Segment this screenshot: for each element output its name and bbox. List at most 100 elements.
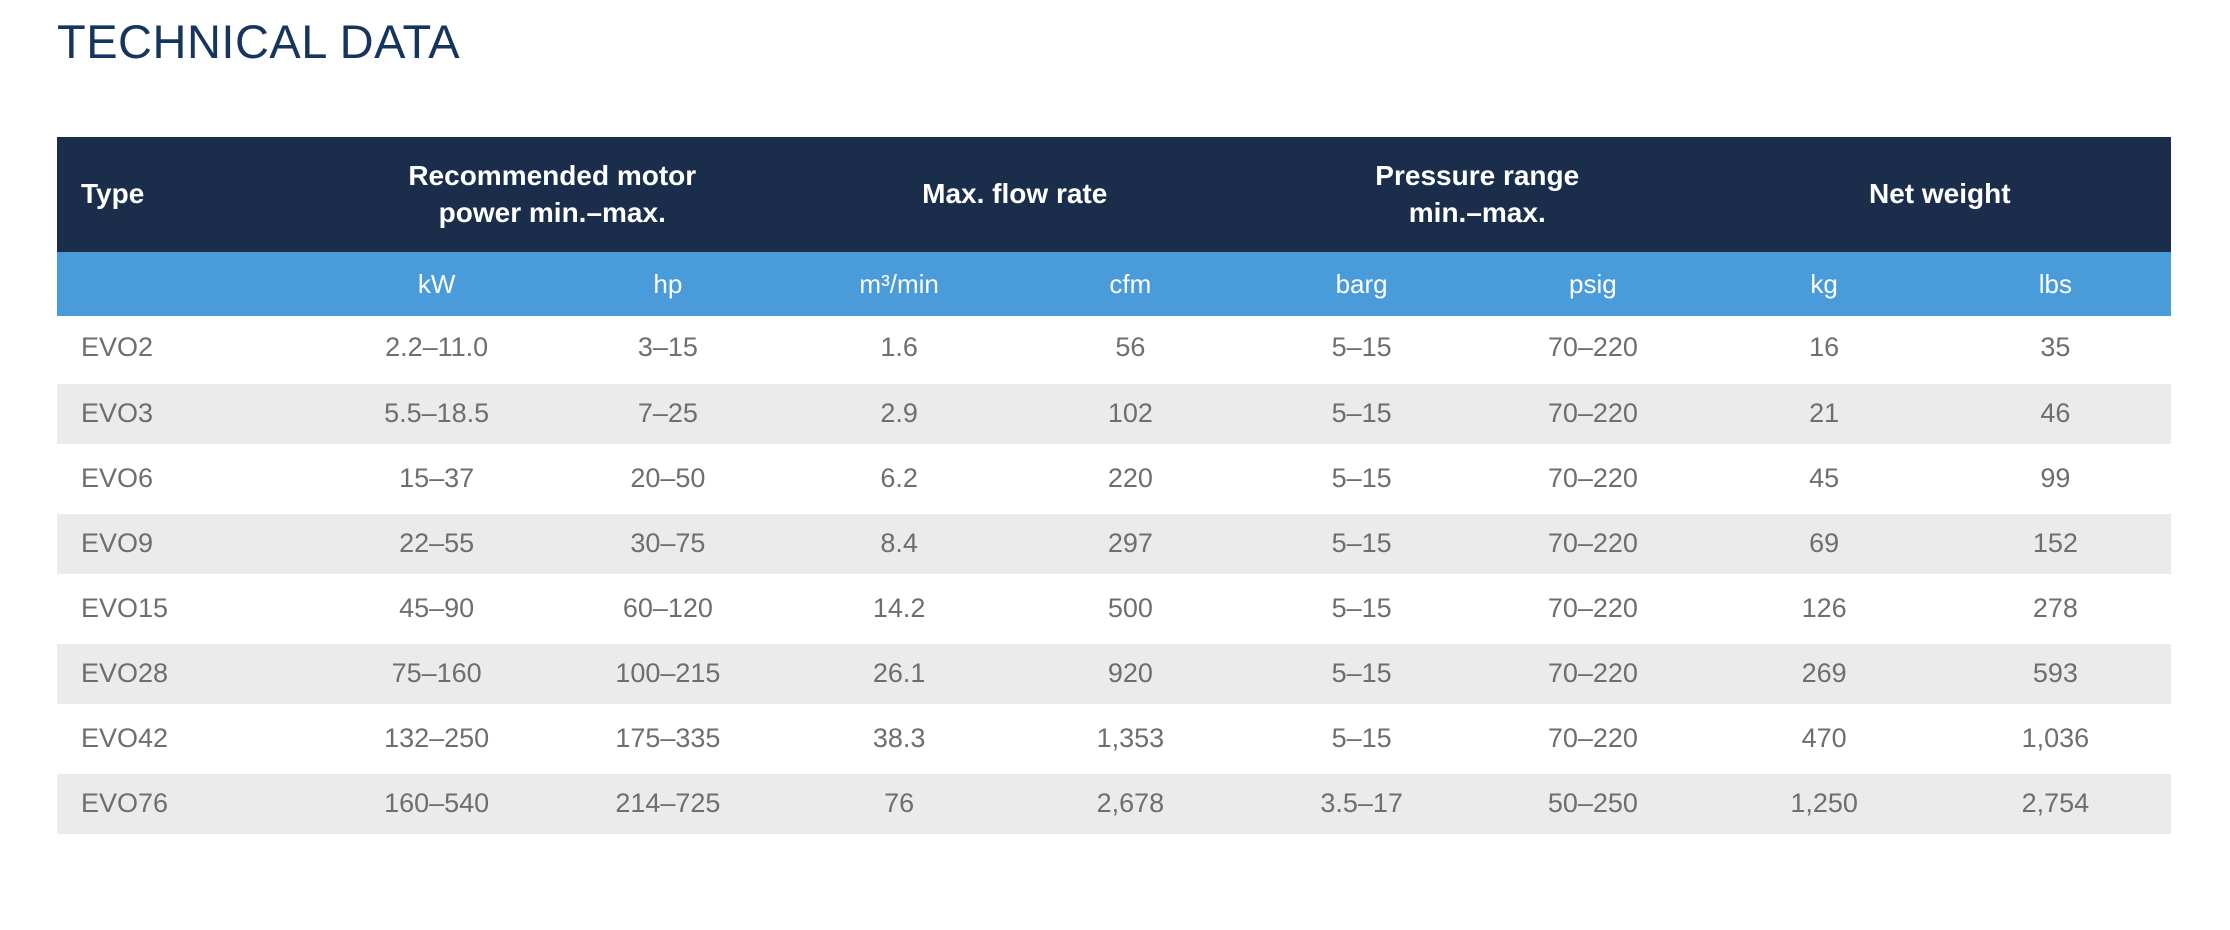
table-cell: 70–220 [1477,381,1709,449]
table-cell: 470 [1708,706,1940,774]
table-body: EVO2 2.2–11.0 3–15 1.6 56 5–15 70–220 16… [57,316,2171,839]
table-cell: 70–220 [1477,446,1709,514]
table-header: Type Recommended motor power min.–max. M… [57,137,2171,316]
table-cell: 75–160 [321,641,553,709]
table-cell: 70–220 [1477,706,1709,774]
table-cell: 5–15 [1246,381,1478,449]
table-cell: 76 [783,771,1015,839]
page-title: TECHNICAL DATA [57,15,461,68]
table-cell: 100–215 [552,641,784,709]
table-row-evo15: EVO15 45–90 60–120 14.2 500 5–15 70–220 … [57,576,2171,644]
table-cell: 5–15 [1246,511,1478,579]
table-cell: 1,353 [1014,706,1246,774]
table-cell: 46 [1939,381,2171,449]
table-cell: 70–220 [1477,511,1709,579]
table-cell: 26.1 [783,641,1015,709]
type-cell: EVO15 [57,576,321,644]
table-cell: 70–220 [1477,576,1709,644]
unit-header-cfm: cfm [1014,252,1246,316]
column-header-type: Type [57,137,321,252]
table-cell: 297 [1014,511,1246,579]
group-header-row: Type Recommended motor power min.–max. M… [57,137,2171,252]
table-cell: 5–15 [1246,446,1478,514]
unit-header-row: kW hp m³/min cfm barg psig kg lbs [57,252,2171,316]
table-cell: 220 [1014,446,1246,514]
table-row-evo3: EVO3 5.5–18.5 7–25 2.9 102 5–15 70–220 2… [57,381,2171,449]
table-cell: 70–220 [1477,641,1709,709]
type-cell: EVO2 [57,316,321,384]
table-cell: 2,678 [1014,771,1246,839]
unit-header-hp: hp [552,252,784,316]
table-cell: 35 [1939,316,2171,384]
unit-header-kg: kg [1708,252,1940,316]
table-cell: 7–25 [552,381,784,449]
table-cell: 1,036 [1939,706,2171,774]
table-cell: 70–220 [1477,316,1709,384]
table-cell: 60–120 [552,576,784,644]
table-cell: 500 [1014,576,1246,644]
table-row-evo6: EVO6 15–37 20–50 6.2 220 5–15 70–220 45 … [57,446,2171,514]
table-cell: 5–15 [1246,706,1478,774]
column-group-max-flow-rate: Max. flow rate [783,137,1246,252]
table-cell: 132–250 [321,706,553,774]
table-cell: 278 [1939,576,2171,644]
table-cell: 5.5–18.5 [321,381,553,449]
column-group-motor-power: Recommended motor power min.–max. [321,137,784,252]
unit-header-psig: psig [1477,252,1709,316]
table-cell: 50–250 [1477,771,1709,839]
table-cell: 5–15 [1246,641,1478,709]
table-row-evo42: EVO42 132–250 175–335 38.3 1,353 5–15 70… [57,706,2171,774]
table-cell: 21 [1708,381,1940,449]
table-cell: 38.3 [783,706,1015,774]
table-cell: 56 [1014,316,1246,384]
column-group-net-weight: Net weight [1708,137,2171,252]
table-cell: 16 [1708,316,1940,384]
column-group-pressure-range: Pressure range min.–max. [1246,137,1709,252]
type-cell: EVO3 [57,381,321,449]
table-cell: 45 [1708,446,1940,514]
table-cell: 30–75 [552,511,784,579]
unit-header-lbs: lbs [1939,252,2171,316]
table-cell: 269 [1708,641,1940,709]
table-cell: 3.5–17 [1246,771,1478,839]
type-cell: EVO28 [57,641,321,709]
table-cell: 126 [1708,576,1940,644]
table-cell: 14.2 [783,576,1015,644]
table-cell: 175–335 [552,706,784,774]
table-cell: 5–15 [1246,316,1478,384]
table-cell: 2,754 [1939,771,2171,839]
table-cell: 152 [1939,511,2171,579]
type-cell: EVO9 [57,511,321,579]
table-row-evo76: EVO76 160–540 214–725 76 2,678 3.5–17 50… [57,771,2171,839]
unit-header-m3min: m³/min [783,252,1015,316]
table-row-evo2: EVO2 2.2–11.0 3–15 1.6 56 5–15 70–220 16… [57,316,2171,384]
type-cell: EVO76 [57,771,321,839]
table-cell: 15–37 [321,446,553,514]
table-cell: 45–90 [321,576,553,644]
table-cell: 69 [1708,511,1940,579]
type-cell: EVO6 [57,446,321,514]
unit-header-barg: barg [1246,252,1478,316]
table-cell: 214–725 [552,771,784,839]
table-cell: 22–55 [321,511,553,579]
table-cell: 102 [1014,381,1246,449]
table-cell: 1.6 [783,316,1015,384]
type-cell: EVO42 [57,706,321,774]
technical-data-table: Type Recommended motor power min.–max. M… [57,137,2171,839]
table-row-evo28: EVO28 75–160 100–215 26.1 920 5–15 70–22… [57,641,2171,709]
table-cell: 8.4 [783,511,1015,579]
unit-header-kw: kW [321,252,553,316]
table-cell: 99 [1939,446,2171,514]
table-cell: 920 [1014,641,1246,709]
table-cell: 2.2–11.0 [321,316,553,384]
table-cell: 1,250 [1708,771,1940,839]
table-cell: 593 [1939,641,2171,709]
unit-header-empty [57,252,321,316]
table-cell: 20–50 [552,446,784,514]
table-cell: 3–15 [552,316,784,384]
table-cell: 5–15 [1246,576,1478,644]
table-row-evo9: EVO9 22–55 30–75 8.4 297 5–15 70–220 69 … [57,511,2171,579]
table-cell: 160–540 [321,771,553,839]
table-cell: 2.9 [783,381,1015,449]
table-cell: 6.2 [783,446,1015,514]
